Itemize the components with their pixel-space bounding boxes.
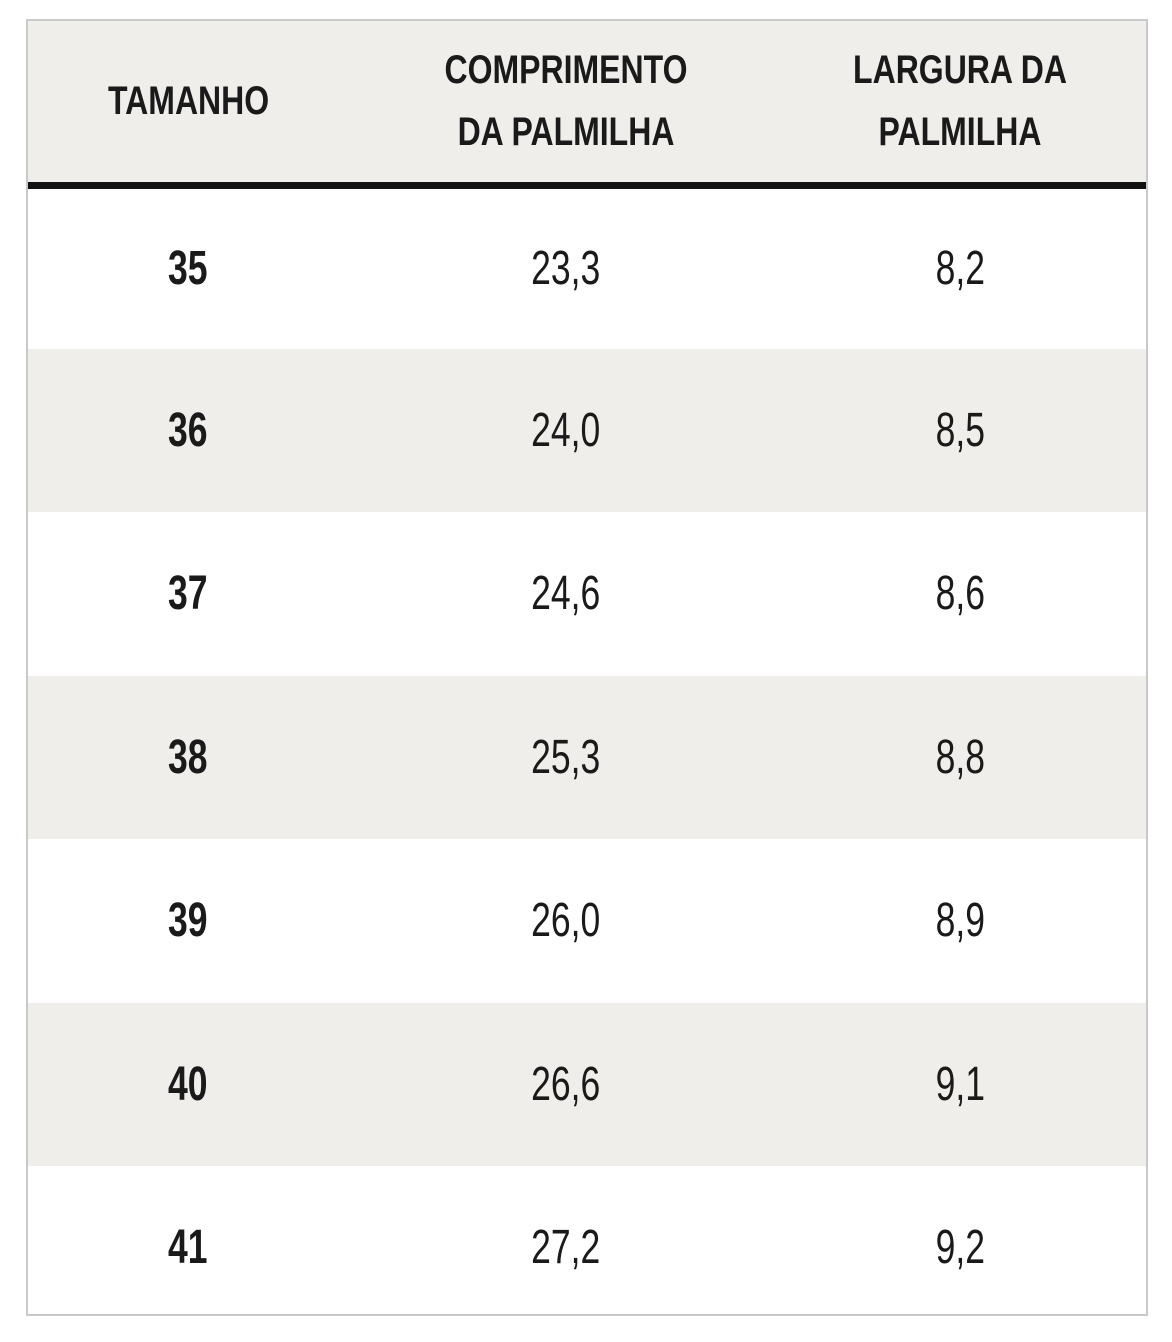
table-row: 41 27,2 9,2 <box>28 1166 1146 1314</box>
table-body: 35 23,3 8,2 36 24,0 8,5 37 24,6 8,6 38 25,3 8,8 39 26… <box>28 185 1146 1314</box>
table-cell: 26,0 <box>358 839 774 1003</box>
cell-text: 35 <box>168 242 208 295</box>
cell-text: COMPRIMENTO DA PALMILHA <box>422 39 710 163</box>
cell-text: 26,6 <box>531 1057 601 1111</box>
cell-text: 23,3 <box>531 242 601 295</box>
table-cell: 23,3 <box>358 185 774 349</box>
cell-text: LARGURA DA PALMILHA <box>816 39 1104 163</box>
cell-text: 9,1 <box>935 1057 985 1111</box>
table-cell: 24,0 <box>358 349 774 513</box>
table-cell: 37 <box>28 512 358 676</box>
cell-text: 24,0 <box>531 403 601 457</box>
cell-text: 8,9 <box>935 894 985 948</box>
cell-text: 27,2 <box>531 1221 601 1275</box>
table-row: 38 25,3 8,8 <box>28 675 1146 840</box>
table-cell: 36 <box>28 349 358 513</box>
table-cell: 27,2 <box>358 1166 774 1314</box>
table-cell: 8,5 <box>774 349 1146 513</box>
table-cell: 39 <box>28 839 358 1003</box>
table-cell: 40 <box>28 1003 358 1167</box>
cell-text: 25,3 <box>531 730 601 784</box>
table-cell: 35 <box>28 185 358 349</box>
table-row: 39 26,0 8,9 <box>28 839 1146 1003</box>
cell-text: 8,5 <box>935 403 985 457</box>
header-text: COMPRIMENTO DA PALMILHA <box>444 48 688 155</box>
cell-text: 8,6 <box>935 567 985 621</box>
table-row: 37 24,6 8,6 <box>28 512 1146 676</box>
cell-text: 40 <box>168 1057 208 1111</box>
table-cell: 38 <box>28 676 358 840</box>
table-cell: 8,9 <box>774 839 1146 1003</box>
table-cell: 26,6 <box>358 1003 774 1167</box>
cell-text: TAMANHO <box>108 79 270 124</box>
table-header: TAMANHO COMPRIMENTO DA PALMILHA LARGURA DA… <box>28 21 1146 189</box>
header-row: TAMANHO COMPRIMENTO DA PALMILHA LARGURA DA… <box>28 21 1146 189</box>
header-cell: TAMANHO <box>28 21 358 189</box>
table-row: 35 23,3 8,2 <box>28 185 1146 349</box>
cell-text: 41 <box>168 1221 208 1275</box>
size-table: TAMANHO COMPRIMENTO DA PALMILHA LARGURA DA… <box>28 21 1146 1314</box>
table-row: 40 26,6 9,1 <box>28 1002 1146 1167</box>
header-text: LARGURA DA PALMILHA <box>853 48 1067 155</box>
table-cell: 41 <box>28 1166 358 1314</box>
table-cell: 8,6 <box>774 512 1146 676</box>
table-cell: 25,3 <box>358 676 774 840</box>
table-cell: 8,8 <box>774 676 1146 840</box>
cell-text: 39 <box>168 894 208 948</box>
cell-text: 8,2 <box>935 242 985 295</box>
table-frame: TAMANHO COMPRIMENTO DA PALMILHA LARGURA DA… <box>26 19 1148 1316</box>
cell-text: 24,6 <box>531 567 601 621</box>
cell-text: 8,8 <box>935 730 985 784</box>
table-row: 36 24,0 8,5 <box>28 348 1146 513</box>
table-cell: 9,1 <box>774 1003 1146 1167</box>
cell-text: 38 <box>168 730 208 784</box>
table-cell: 9,2 <box>774 1166 1146 1314</box>
table-cell: 8,2 <box>774 185 1146 349</box>
table-cell: 24,6 <box>358 512 774 676</box>
cell-text: 36 <box>168 403 208 457</box>
cell-text: 9,2 <box>935 1221 985 1275</box>
header-cell: LARGURA DA PALMILHA <box>774 21 1146 189</box>
header-cell: COMPRIMENTO DA PALMILHA <box>358 21 774 189</box>
cell-text: 26,0 <box>531 894 601 948</box>
cell-text: 37 <box>168 567 208 621</box>
